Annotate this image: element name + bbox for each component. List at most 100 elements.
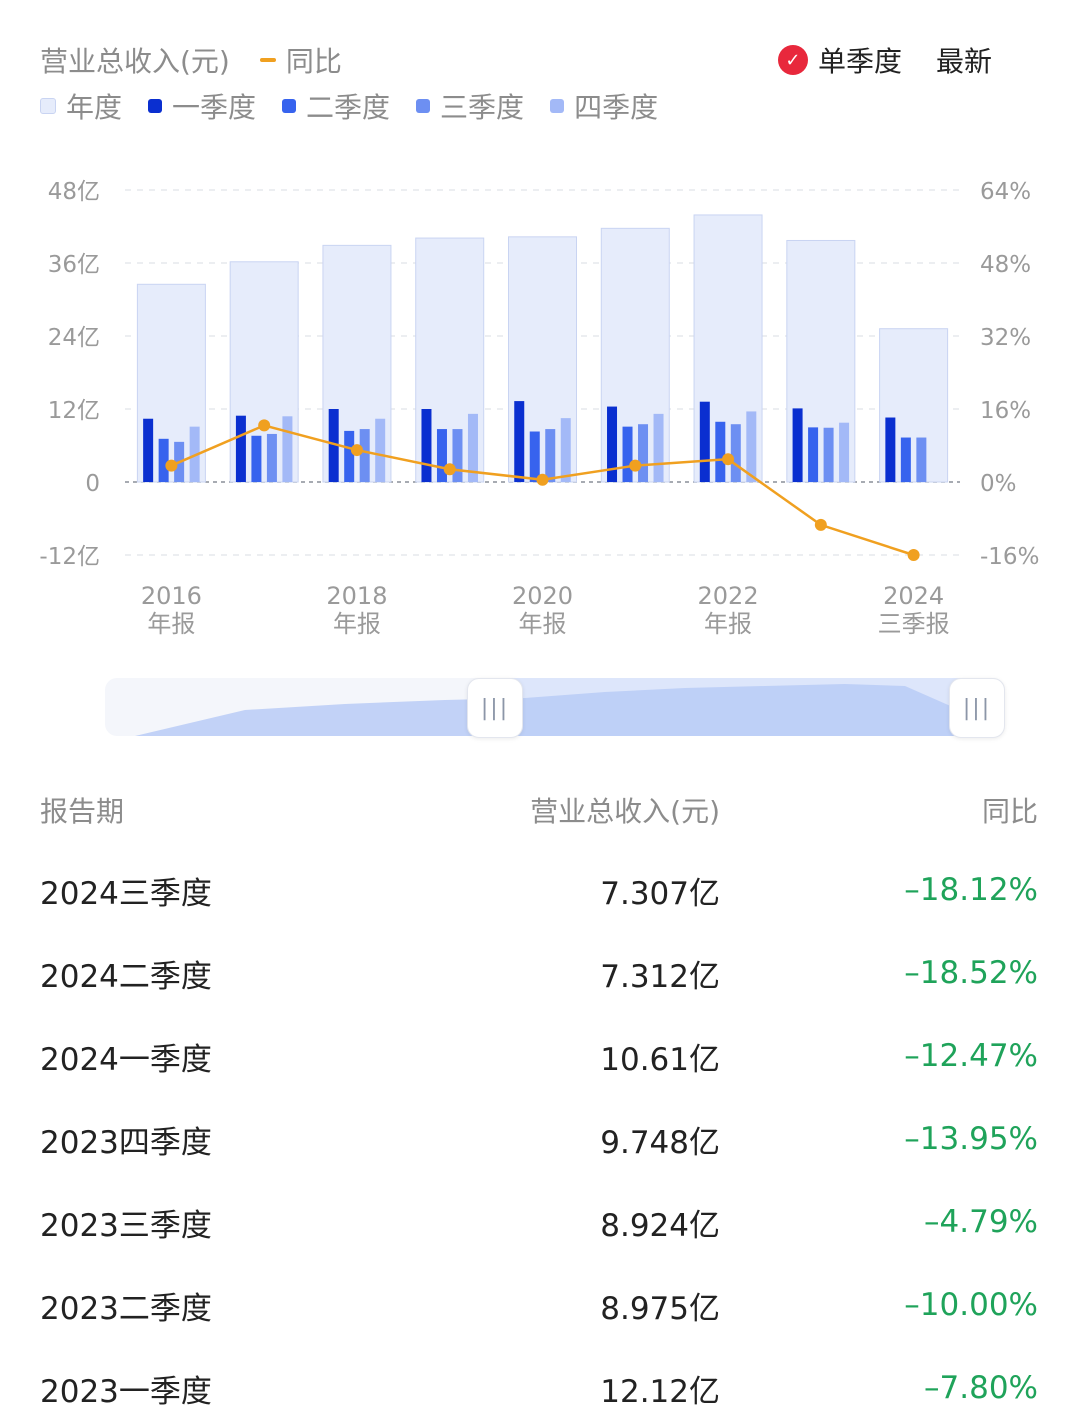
bar-q2	[715, 421, 726, 482]
col-header-revenue: 营业总收入(元)	[530, 795, 720, 828]
bar-q1	[235, 415, 246, 482]
cell-yoy: –13.95%	[904, 1121, 1038, 1157]
bar-q2	[529, 431, 540, 482]
y-right-tick-label: -16%	[980, 544, 1039, 570]
x-tick-label-period: 年报	[519, 610, 567, 638]
bar-q3	[638, 424, 649, 482]
x-tick-label-period: 年报	[333, 610, 381, 638]
y-left-tick-label: 36亿	[48, 252, 100, 278]
y-right-tick-label: 0%	[980, 471, 1017, 497]
bar-q2	[344, 430, 355, 482]
legend-item-q1[interactable]: 一季度	[148, 86, 256, 126]
cell-revenue: 7.307亿	[600, 875, 720, 912]
x-tick-label-year: 2022	[698, 582, 759, 610]
range-slider[interactable]: ||| |||	[105, 678, 1005, 738]
x-tick-label-period: 年报	[147, 610, 195, 638]
bar-q1	[421, 409, 432, 482]
bar-q1	[607, 406, 618, 482]
bar-q2	[808, 427, 819, 482]
legend-item-annual[interactable]: 年度	[40, 86, 122, 126]
bar-q2	[622, 426, 633, 482]
legend-swatch	[416, 99, 431, 113]
legend-item-yoy[interactable]: 同比	[259, 40, 342, 80]
bar-q3	[545, 429, 556, 482]
cell-yoy: –12.47%	[904, 1038, 1038, 1074]
latest-button[interactable]: 最新	[935, 45, 992, 78]
bar-q4	[375, 418, 386, 482]
cell-period: 2023二季度	[40, 1290, 212, 1327]
bar-q4	[653, 413, 664, 482]
y-left-tick-label: -12亿	[39, 544, 100, 570]
bar-q4	[560, 418, 571, 482]
yoy-point	[907, 549, 920, 561]
x-tick-label-period: 年报	[704, 610, 752, 638]
bar-q2	[251, 435, 262, 482]
bar-q3	[359, 429, 370, 482]
yoy-point	[536, 473, 549, 486]
y-left-tick-label: 12亿	[48, 398, 100, 424]
table-row[interactable]: 2024一季度 10.61亿 –12.47%	[40, 1031, 1038, 1081]
bar-q1	[699, 401, 710, 482]
bar-q1	[885, 417, 896, 482]
yoy-point	[350, 444, 363, 457]
table-header: 报告期 营业总收入(元) 同比	[40, 788, 1038, 832]
legend-label: 四季度	[574, 91, 659, 124]
chart-title: 营业总收入(元)	[40, 45, 230, 78]
col-header-yoy: 同比	[981, 795, 1038, 828]
table-row[interactable]: 2023四季度 9.748亿 –13.95%	[40, 1114, 1038, 1164]
table-row[interactable]: 2024三季度 7.307亿 –18.12%	[40, 865, 1038, 915]
bar-q3	[452, 429, 463, 482]
bar-q4	[282, 416, 293, 482]
bar-q1	[143, 418, 154, 482]
cell-period: 2024一季度	[40, 1041, 212, 1078]
bar-q2	[900, 437, 911, 482]
slider-handle-right[interactable]: |||	[949, 678, 1005, 738]
bar-q4	[839, 422, 850, 482]
yoy-point	[814, 518, 827, 531]
table-row[interactable]: 2023一季度 12.12亿 –7.80%	[40, 1363, 1038, 1413]
legend-swatch	[550, 99, 565, 113]
yoy-point	[443, 463, 456, 476]
cell-period: 2023一季度	[40, 1373, 212, 1410]
period-controls: ✓ 单季度 最新	[777, 38, 992, 82]
x-tick-label-year: 2020	[512, 582, 573, 610]
bar-q1	[792, 408, 803, 482]
cell-period: 2024二季度	[40, 958, 212, 995]
cell-revenue: 10.61亿	[600, 1041, 720, 1078]
table-row[interactable]: 2024二季度 7.312亿 –18.52%	[40, 948, 1038, 998]
cell-yoy: –18.52%	[904, 955, 1038, 991]
single-quarter-label: 单季度	[817, 45, 902, 78]
yoy-line-swatch	[259, 58, 276, 62]
cell-yoy: –4.79%	[924, 1204, 1038, 1240]
slider-handle-left[interactable]: |||	[467, 678, 523, 738]
legend: 年度 一季度 二季度 三季度 四季度	[40, 84, 684, 128]
bar-q3	[266, 433, 277, 482]
cell-revenue: 8.924亿	[600, 1207, 720, 1244]
y-left-tick-label: 24亿	[48, 325, 100, 351]
yoy-point	[629, 459, 642, 472]
legend-label-yoy: 同比	[285, 45, 342, 78]
bar-q3	[823, 427, 834, 482]
legend-item-q2[interactable]: 二季度	[282, 86, 390, 126]
revenue-chart[interactable]: 48亿 64%36亿 48%24亿 32%12亿 16%0 0%-12亿 -16%2016年…	[0, 160, 1080, 650]
legend-item-q4[interactable]: 四季度	[550, 86, 658, 126]
cell-yoy: –7.80%	[924, 1370, 1038, 1406]
legend-label: 年度	[66, 91, 123, 124]
cell-revenue: 12.12亿	[600, 1373, 720, 1410]
legend-item-q3[interactable]: 三季度	[416, 86, 524, 126]
legend-swatch	[40, 98, 56, 114]
bar-q1	[328, 409, 339, 482]
table-row[interactable]: 2023三季度 8.924亿 –4.79%	[40, 1197, 1038, 1247]
legend-swatch	[282, 99, 297, 113]
bar-q4	[467, 413, 478, 482]
table-row[interactable]: 2023二季度 8.975亿 –10.00%	[40, 1280, 1038, 1330]
y-left-tick-label: 48亿	[48, 179, 100, 205]
cell-revenue: 8.975亿	[600, 1290, 720, 1327]
x-tick-label-year: 2018	[326, 582, 387, 610]
bar-q3	[730, 424, 741, 482]
x-tick-label-year: 2016	[141, 582, 202, 610]
cell-yoy: –18.12%	[904, 872, 1038, 908]
y-right-tick-label: 32%	[980, 325, 1031, 351]
legend-label: 一季度	[172, 91, 257, 124]
single-quarter-toggle[interactable]: ✓ 单季度	[777, 40, 902, 80]
